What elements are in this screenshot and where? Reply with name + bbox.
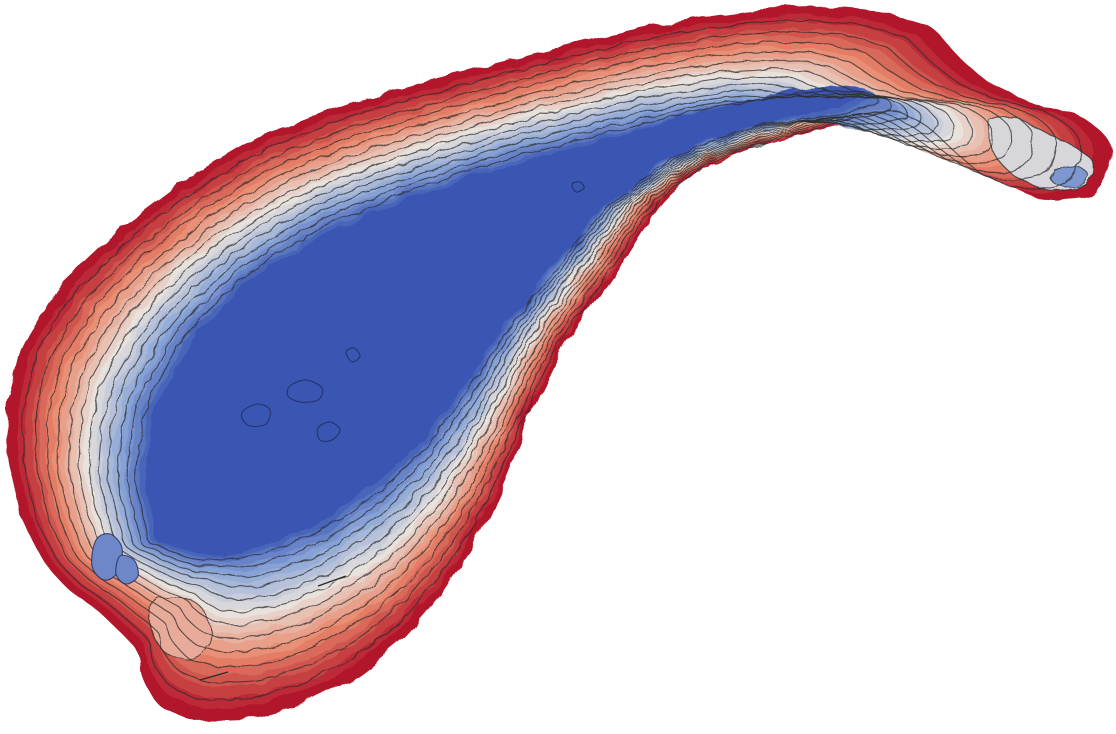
deep-pocket	[240, 403, 271, 428]
deep-pockets	[91, 181, 585, 681]
southwest-basin	[147, 595, 212, 660]
deep-pocket	[286, 379, 324, 403]
deep-pocket	[115, 554, 139, 585]
deep-pocket	[571, 181, 585, 193]
shore-mark	[199, 671, 229, 681]
contour-line	[135, 89, 879, 563]
deep-pocket	[345, 347, 361, 363]
contour-line	[126, 91, 893, 567]
east-arm-basin	[1049, 164, 1089, 188]
contour-line	[117, 93, 908, 578]
contour-line	[21, 19, 1083, 701]
contour-line	[107, 89, 923, 589]
contour-line	[46, 41, 1034, 668]
contour-line	[88, 75, 956, 613]
contour-line	[98, 83, 939, 600]
deep-pocket	[316, 421, 341, 442]
contour-line	[57, 51, 1012, 654]
contour-lines	[21, 19, 1083, 701]
shore-mark	[317, 575, 347, 587]
contour-line	[78, 68, 973, 626]
contour-line	[34, 31, 1057, 684]
contour-line	[68, 59, 992, 639]
